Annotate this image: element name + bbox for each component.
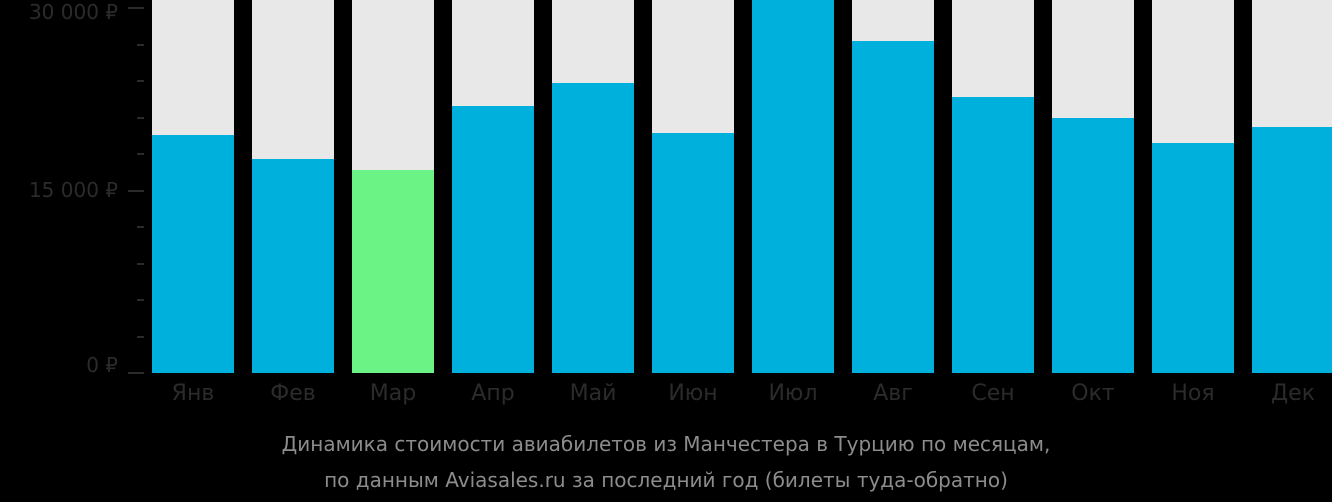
bar-fill: [152, 135, 234, 373]
x-tick-label: Янв: [171, 381, 215, 406]
y-tick: [137, 116, 144, 119]
bar-4[interactable]: [452, 0, 534, 373]
y-tick-label-15000: 15 000 ₽: [28, 178, 118, 202]
bar-fill: [1252, 127, 1332, 373]
bar-fill: [252, 159, 334, 373]
x-tick-label: Авг: [873, 381, 913, 406]
caption-line-1: Динамика стоимости авиабилетов из Манчес…: [281, 432, 1051, 456]
x-tick-label: Сен: [971, 381, 1015, 406]
bar-5[interactable]: [552, 0, 634, 373]
bar-8[interactable]: [852, 0, 934, 373]
y-tick: [137, 80, 144, 82]
caption-line-2: по данным Aviasales.ru за последний год …: [324, 468, 1008, 492]
y-tick: [137, 43, 144, 46]
x-tick-label: Дек: [1270, 381, 1315, 406]
y-tick: [137, 262, 144, 265]
y-tick: [137, 226, 144, 228]
y-tick: [128, 372, 144, 374]
x-tick-label: Ноя: [1171, 381, 1215, 406]
bar-11[interactable]: [1152, 0, 1234, 373]
y-tick: [128, 7, 144, 9]
bar-fill: [552, 83, 634, 373]
bar-12[interactable]: [1252, 0, 1332, 373]
bar-fill: [1052, 118, 1134, 373]
bar-9[interactable]: [952, 0, 1034, 373]
x-tick-label: Июн: [668, 381, 718, 406]
y-tick: [137, 299, 144, 301]
bar-2[interactable]: [252, 0, 334, 373]
bar-fill: [952, 97, 1034, 373]
bar-7[interactable]: [752, 0, 834, 373]
bar-fill: [852, 41, 934, 373]
x-tick-label: Фев: [270, 381, 316, 406]
bar-10[interactable]: [1052, 0, 1134, 373]
x-tick-label: Окт: [1071, 381, 1115, 406]
x-tick-label: Апр: [471, 381, 515, 406]
bar-fill: [652, 133, 734, 373]
y-tick: [128, 189, 144, 192]
bar-3[interactable]: [352, 0, 434, 373]
bar-fill: [1152, 143, 1234, 373]
bar-fill: [752, 0, 834, 373]
bar-fill: [352, 170, 434, 373]
y-tick: [137, 335, 144, 338]
x-tick-label: Июл: [768, 381, 818, 406]
x-tick-label: Май: [569, 381, 617, 406]
bar-1[interactable]: [152, 0, 234, 373]
y-tick-label-0: 0 ₽: [86, 353, 118, 377]
y-tick-label-30000: 30 000 ₽: [28, 0, 118, 24]
y-tick: [137, 153, 144, 155]
x-tick-label: Мар: [369, 381, 417, 406]
bar-6[interactable]: [652, 0, 734, 373]
bar-fill: [452, 106, 534, 373]
